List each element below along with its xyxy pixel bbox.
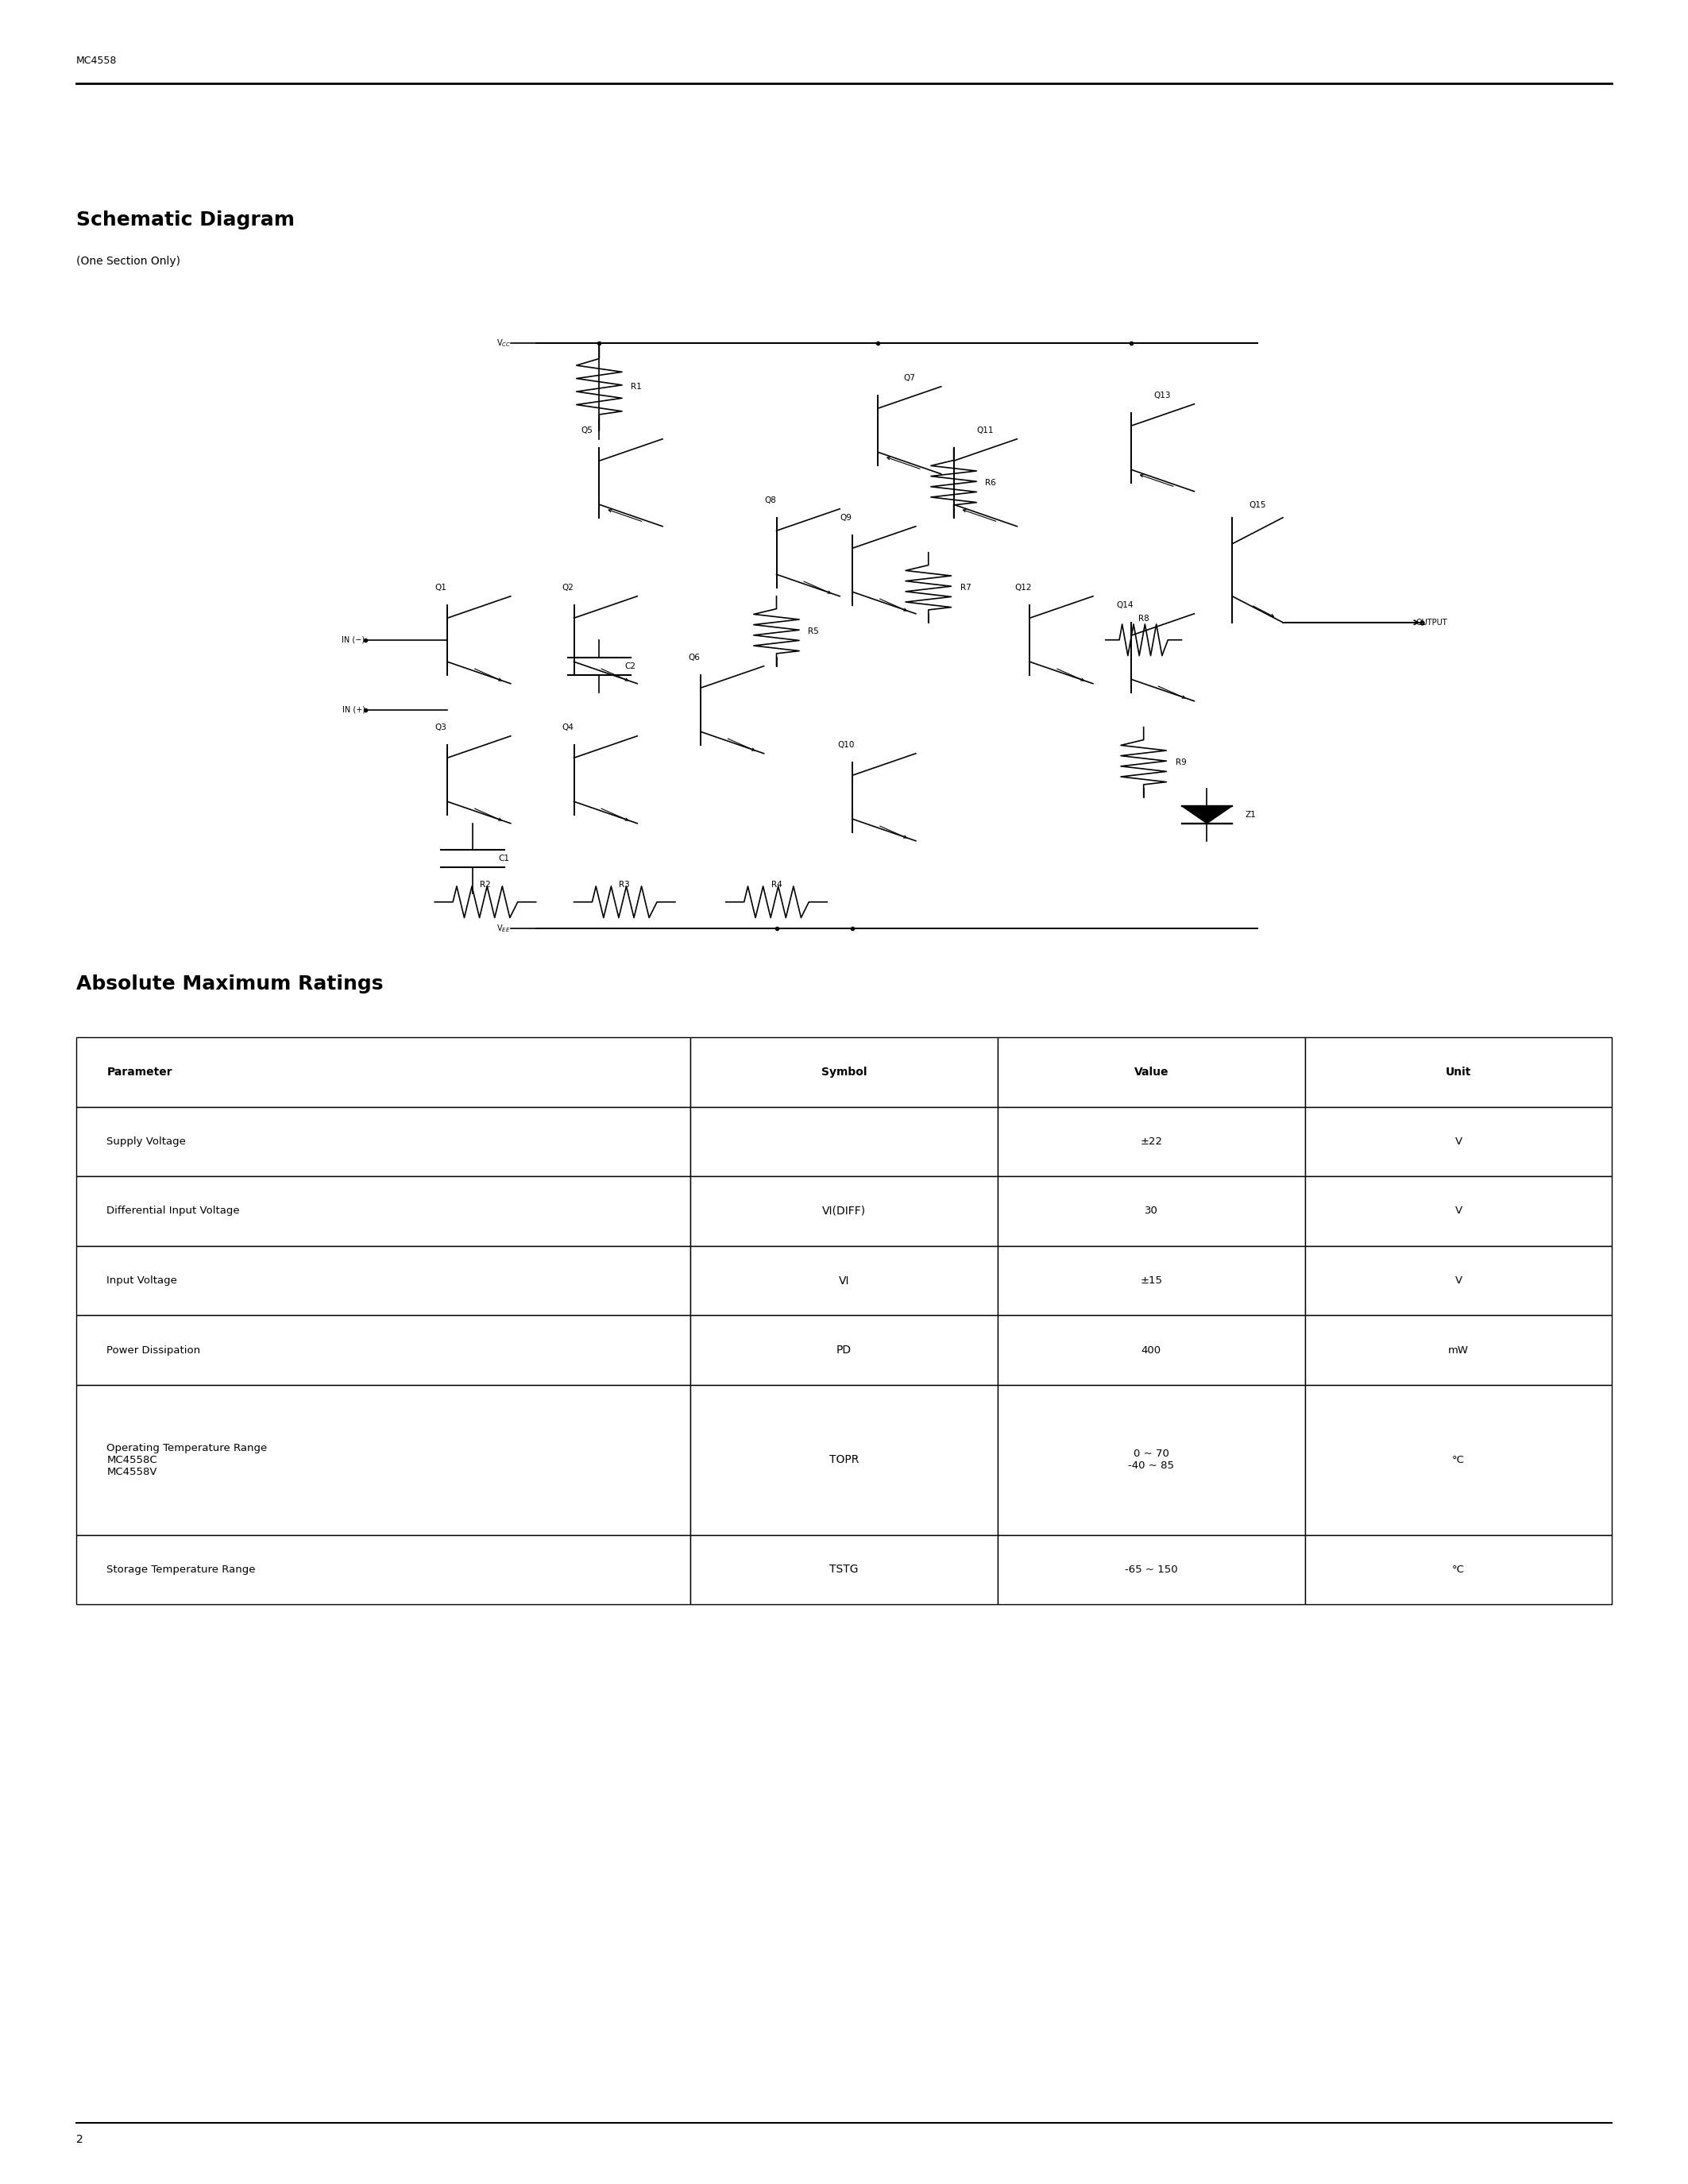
Text: C2: C2 xyxy=(625,662,636,670)
Text: Schematic Diagram: Schematic Diagram xyxy=(76,210,294,229)
Text: V$_{EE}$: V$_{EE}$ xyxy=(496,922,510,935)
Text: R5: R5 xyxy=(809,627,819,636)
Text: Q15: Q15 xyxy=(1249,500,1266,509)
Text: Q6: Q6 xyxy=(689,653,701,662)
Text: Q5: Q5 xyxy=(581,426,592,435)
Text: Absolute Maximum Ratings: Absolute Maximum Ratings xyxy=(76,974,383,994)
Text: (One Section Only): (One Section Only) xyxy=(76,256,181,266)
Text: IN (−): IN (−) xyxy=(343,636,365,644)
Text: Q8: Q8 xyxy=(765,496,776,505)
Text: Q13: Q13 xyxy=(1155,391,1171,400)
Text: Q9: Q9 xyxy=(841,513,852,522)
Text: Q7: Q7 xyxy=(903,373,915,382)
Text: Z1: Z1 xyxy=(1246,810,1256,819)
Text: MC4558: MC4558 xyxy=(76,55,116,66)
Text: Q1: Q1 xyxy=(436,583,447,592)
Text: Q2: Q2 xyxy=(562,583,574,592)
Text: Q3: Q3 xyxy=(436,723,447,732)
Text: Q14: Q14 xyxy=(1116,601,1133,609)
Text: R9: R9 xyxy=(1175,758,1187,767)
Text: Q11: Q11 xyxy=(977,426,994,435)
Polygon shape xyxy=(1182,806,1232,823)
Text: R1: R1 xyxy=(631,382,641,391)
Text: 2: 2 xyxy=(76,2134,83,2145)
Text: R7: R7 xyxy=(960,583,971,592)
Text: C1: C1 xyxy=(498,854,510,863)
Text: OUTPUT: OUTPUT xyxy=(1416,618,1448,627)
Text: Q10: Q10 xyxy=(837,740,854,749)
Text: Q12: Q12 xyxy=(1014,583,1031,592)
Text: V$_{CC}$: V$_{CC}$ xyxy=(496,336,510,349)
Text: R4: R4 xyxy=(771,880,782,889)
Text: R8: R8 xyxy=(1138,614,1150,622)
Text: Q4: Q4 xyxy=(562,723,574,732)
Text: IN (+): IN (+) xyxy=(343,705,365,714)
Text: R6: R6 xyxy=(986,478,996,487)
Text: R2: R2 xyxy=(479,880,491,889)
Text: R3: R3 xyxy=(619,880,630,889)
